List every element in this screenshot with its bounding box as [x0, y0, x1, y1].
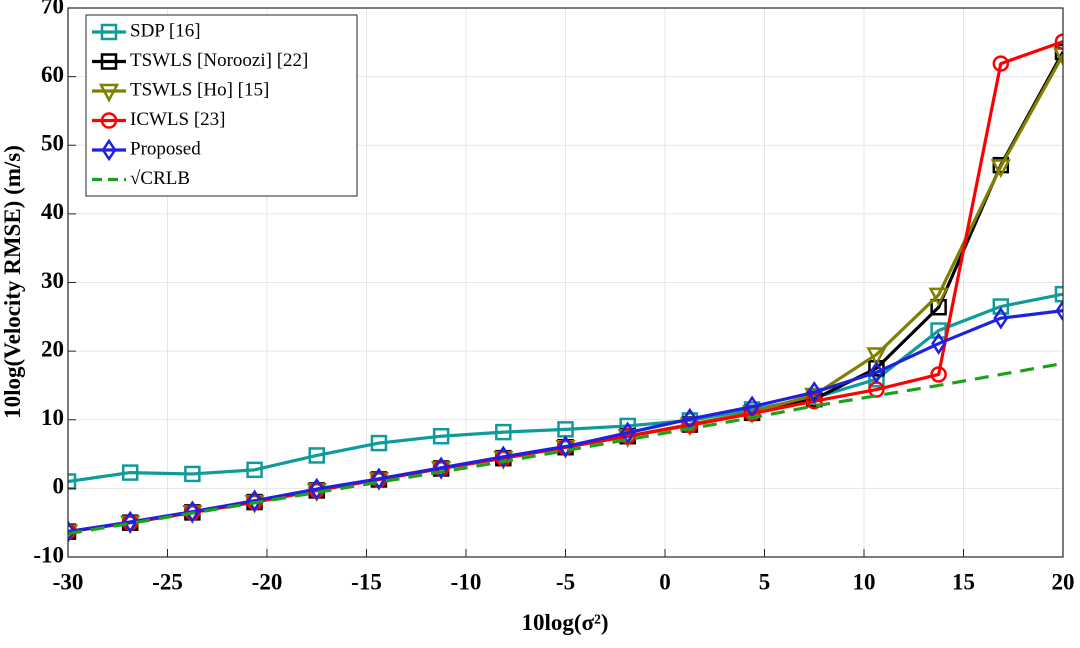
marker: [100, 23, 118, 41]
legend: SDP [16] TSWLS [Noroozi] [22] TSWLS [Ho] […: [85, 14, 358, 197]
marker: [992, 156, 1010, 174]
series-line: [68, 309, 1063, 534]
marker: [1055, 299, 1063, 322]
marker: [184, 500, 200, 523]
y-tick-label: 20: [41, 336, 64, 361]
legend-box: [85, 14, 358, 197]
marker: [1054, 33, 1063, 50]
y-axis-label: 10log(Velocity RMSE) (m/s): [0, 145, 25, 419]
marker: [495, 445, 511, 469]
marker: [101, 138, 117, 162]
y-tick-label: 70: [41, 0, 64, 18]
marker: [866, 347, 887, 367]
marker: [744, 395, 760, 418]
marker: [247, 489, 263, 512]
marker: [432, 427, 450, 445]
marker: [68, 473, 77, 490]
y-tick-label: 60: [41, 62, 64, 87]
x-tick-label: -25: [152, 569, 183, 594]
marker: [309, 477, 325, 501]
marker: [930, 322, 947, 339]
legend-label: TSWLS [Ho] [15]: [130, 79, 269, 100]
legend-label: Proposed: [130, 138, 201, 159]
y-tick-label: 30: [41, 268, 64, 293]
marker: [121, 464, 139, 481]
ticks: -30 -25 -20 -15 -10 -5 0 5 10 15 20 -10 0 10 20 30 40 50 6…: [33, 0, 1074, 594]
marker: [98, 83, 120, 103]
x-axis-label: 10log(σ²): [521, 610, 608, 635]
legend-label: SDP [16]: [130, 20, 201, 41]
legend-label: √CRLB: [130, 168, 190, 189]
x-tick-label: -5: [556, 569, 575, 594]
marker: [930, 366, 947, 383]
marker: [620, 421, 636, 445]
y-tick-label: 10: [41, 405, 64, 430]
x-tick-label: 15: [952, 569, 975, 594]
marker: [806, 392, 823, 410]
series-line: [68, 361, 1063, 536]
marker: [370, 434, 388, 452]
plot-area: [68, 33, 1063, 544]
marker: [100, 53, 118, 70]
marker: [868, 361, 884, 384]
marker: [992, 55, 1010, 72]
marker: [184, 465, 201, 483]
y-tick-label: 0: [53, 474, 65, 499]
x-tick-label: -20: [252, 569, 283, 594]
marker: [1052, 47, 1063, 67]
x-tick-label: -30: [53, 569, 84, 594]
marker: [100, 112, 118, 129]
marker: [930, 298, 947, 316]
legend-label: TSWLS [Noroozi] [22]: [130, 50, 308, 71]
marker: [931, 332, 947, 355]
x-tick-label: 5: [759, 569, 771, 594]
y-tick-label: -10: [33, 542, 64, 567]
legend-label: ICWLS [23]: [130, 109, 226, 130]
marker: [122, 510, 138, 534]
marker: [993, 306, 1009, 330]
marker: [928, 287, 949, 307]
marker: [246, 461, 263, 479]
marker: [1054, 285, 1063, 303]
x-tick-label: 20: [1052, 569, 1075, 594]
x-tick-label: 0: [659, 569, 671, 594]
marker: [433, 456, 449, 480]
marker: [990, 159, 1011, 179]
marker: [557, 435, 574, 458]
y-tick-label: 50: [41, 131, 64, 156]
marker: [992, 298, 1010, 315]
marker: [371, 467, 387, 491]
marker: [68, 520, 76, 543]
x-tick-label: -15: [351, 569, 382, 594]
marker: [308, 447, 325, 464]
y-tick-label: 40: [41, 199, 64, 224]
marker: [806, 381, 822, 404]
x-tick-label: 10: [853, 569, 876, 594]
x-tick-label: -10: [451, 569, 482, 594]
marker: [495, 423, 512, 441]
